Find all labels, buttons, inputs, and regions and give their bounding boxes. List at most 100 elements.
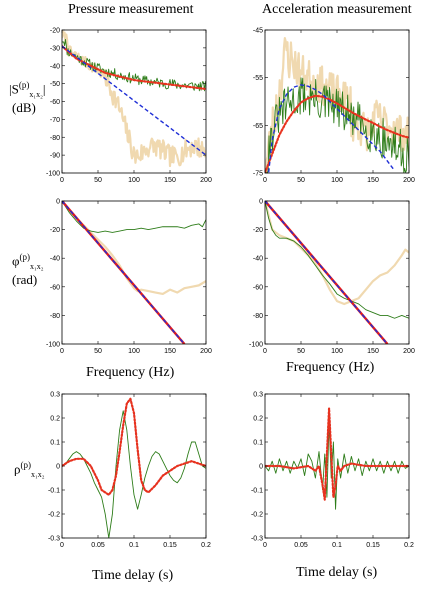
x-tick-label: 100 [331,348,343,355]
chart-p11: 0 50 100 150 200 -20 -30 -40 -50 -60 -70 -80 -90 -100 [46,28,212,185]
y-tick-label: -75 [253,171,263,178]
series-group [265,36,409,173]
x-tick-label: 200 [403,177,415,184]
y-tick-label: -0.1 [48,488,60,495]
row-label-phase: φ(p)x₁x₂ [12,252,44,271]
series-line-green [62,201,206,233]
series-group [265,201,409,344]
x-tick-label: 200 [403,348,415,355]
y-tick-label: -65 [253,123,263,130]
x-tick-label: 50 [297,177,305,184]
series-line-green [62,410,206,538]
x-tick-label: 0 [60,348,64,355]
y-tick-label: -50 [50,81,60,88]
chart-p22: 0 50 100 150 200 0 -20 -40 -60 -80 -100 [249,199,415,356]
series-line-red-dotted [62,44,206,91]
y-tick-label: -30 [50,45,60,52]
y-tick-label: -20 [50,227,60,234]
x-tick-label: 0 [263,177,267,184]
series-line-green [265,201,409,319]
y-tick-label: -20 [253,227,263,234]
x-tick-label: 150 [367,348,379,355]
row-label-phase-symbol: φ [12,253,20,269]
y-tick-label: -0.2 [251,512,263,519]
y-tick-label: -60 [253,284,263,291]
y-tick-label: 0.2 [50,416,60,423]
series-group [265,407,409,510]
xlabel-p32: Time delay (s) [296,565,378,580]
series-group [62,30,206,168]
row-label-magnitude-close: | [42,81,46,97]
row-label-magnitude: |S(p)x₁x₂| [9,80,46,99]
x-tick-label: 0.15 [163,542,177,549]
y-tick-label: -80 [50,135,60,142]
y-tick-label: 0 [259,464,263,471]
x-tick-label: 50 [297,348,305,355]
x-tick-label: 50 [94,177,102,184]
row-label-correlation-sup: (p) [20,460,32,470]
x-tick-label: 0 [263,542,267,549]
series-line-blue-dashed [62,45,206,156]
row-label-magnitude-symbol: |S [9,81,19,97]
row-label-correlation: ρ(p)x₁x₂ [14,460,45,479]
x-tick-label: 0.1 [129,542,139,549]
chart-p31: 0 0.05 0.1 0.15 0.2 0.3 0.2 0.1 0 -0.1 -0.2 -0.3 [48,392,211,550]
row-label-magnitude-sub: x₁x₂ [29,89,43,99]
x-tick-label: 0 [60,177,64,184]
plot-frame [61,200,207,345]
y-tick-label: 0.2 [253,416,263,423]
xlabel-p22: Frequency (Hz) [286,360,375,375]
y-tick-label: -80 [50,313,60,320]
y-tick-label: -70 [50,117,60,124]
series-line-blue-dashed [62,201,185,344]
series-group [62,201,206,344]
series-line-green [265,422,409,510]
y-tick-label: -100 [46,342,60,349]
y-tick-label: 0.1 [50,440,60,447]
y-tick-label: -90 [50,153,60,160]
xlabel-p21: Frequency (Hz) [86,365,175,380]
y-tick-label: -20 [50,28,60,35]
row-label-magnitude-unit: (dB) [12,100,36,115]
x-tick-label: 150 [164,177,176,184]
y-tick-label: -60 [50,284,60,291]
series-line-red-dotted [265,407,409,501]
y-tick-label: 0.3 [253,392,263,399]
x-tick-label: 100 [331,177,343,184]
y-tick-label: 0.3 [50,392,60,399]
row-label-correlation-sub: x₁x₂ [31,469,45,479]
chart-p32: 0 0.05 0.1 0.15 0.2 0.3 0.2 0.1 0 -0.1 -0.2 -0.3 [251,392,414,550]
y-tick-label: -0.3 [251,536,263,543]
y-tick-label: -45 [253,28,263,35]
series-line-green [62,39,206,92]
y-tick-label: 0.1 [253,440,263,447]
x-tick-label: 0 [263,348,267,355]
x-tick-label: 150 [164,348,176,355]
series-group [62,397,206,538]
y-tick-label: -0.1 [251,488,263,495]
chart-p21: 0 50 100 150 200 0 -20 -40 -60 -80 -100 [46,199,212,356]
row-label-phase-sup: (p) [19,252,31,262]
row-label-magnitude-sup: (p) [18,80,30,90]
y-tick-label: -100 [46,171,60,178]
y-tick-label: -40 [50,256,60,263]
series-line-blue-dashed [267,84,396,173]
x-tick-label: 0.2 [201,542,211,549]
y-tick-label: -40 [253,256,263,263]
x-tick-label: 0.05 [294,542,308,549]
x-tick-label: 200 [200,177,212,184]
chart-p12: 0 50 100 150 200 -45 -55 -65 -75 [253,28,415,185]
y-tick-label: -60 [50,99,60,106]
row-label-phase-sub: x₁x₂ [30,261,44,271]
column-title-acceleration: Acceleration measurement [262,2,412,17]
x-tick-label: 50 [94,348,102,355]
x-tick-label: 150 [367,177,379,184]
series-line-tan [265,36,409,173]
series-line-tan [265,201,409,306]
y-tick-label: 0 [259,199,263,206]
x-tick-label: 100 [128,348,140,355]
series-line-tan [62,30,206,168]
series-line-blue-dashed [265,201,388,344]
series-line-red-dotted [265,94,409,173]
